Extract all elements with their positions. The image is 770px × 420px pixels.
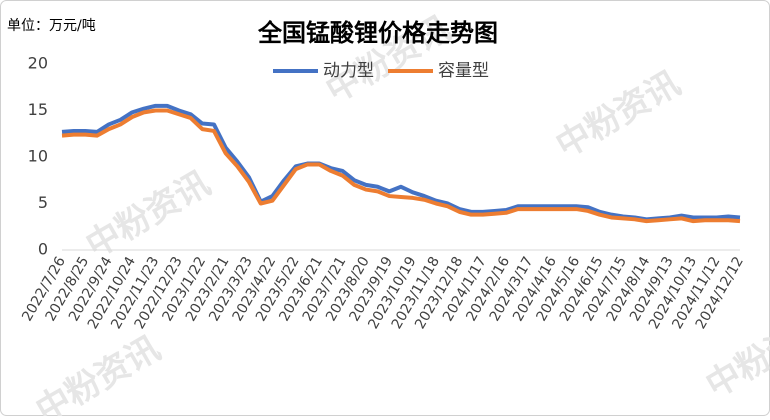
- legend-label: 容量型: [438, 61, 489, 81]
- chart-title: 全国锰酸锂价格走势图: [257, 19, 498, 47]
- series-line: [61, 108, 741, 224]
- legend-label: 动力型: [323, 61, 374, 81]
- y-tick-label: 10: [28, 147, 48, 166]
- y-tick-label: 20: [28, 54, 48, 73]
- y-tick-label: 0: [38, 240, 48, 259]
- y-tick-label: 5: [38, 193, 48, 212]
- unit-label: 单位：万元/吨: [7, 18, 96, 34]
- y-tick-label: 15: [28, 100, 48, 119]
